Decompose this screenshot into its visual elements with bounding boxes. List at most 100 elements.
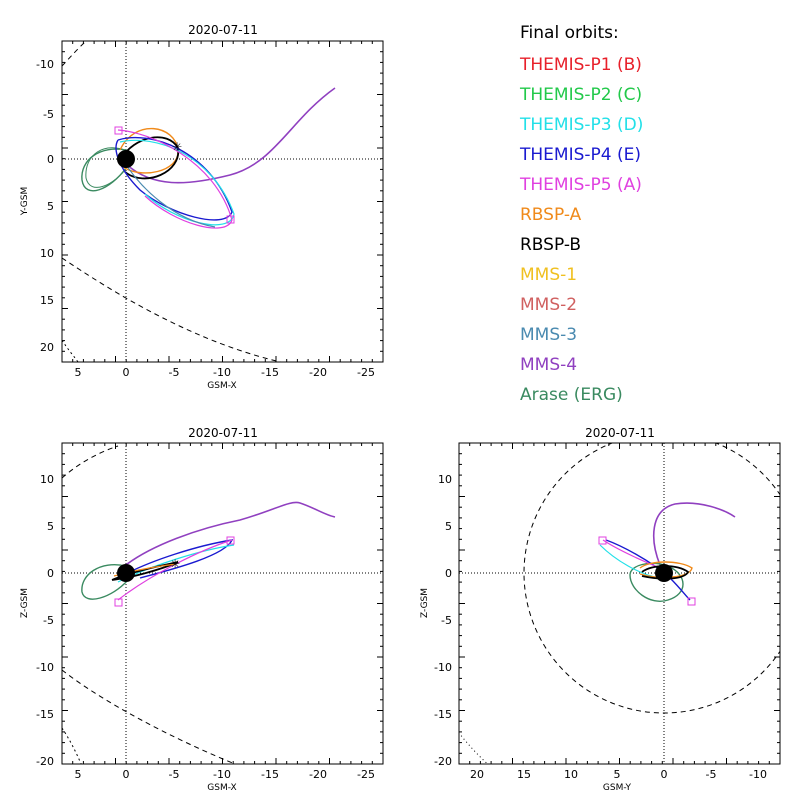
tick-x-label: 10 [564,768,578,781]
tick-x-label: 0 [123,366,130,379]
marker-themis-p5-square [598,536,607,545]
orbit-arase-2 [85,147,131,188]
legend-item: THEMIS-P4 (E) [519,145,641,165]
tick-x-label: -20 [309,768,327,781]
orbit-arase [629,562,684,602]
legend-item: THEMIS-P1 (B) [519,55,642,75]
legend-item: RBSP-A [520,205,582,225]
bow-shock-line [62,257,283,362]
legend-item: THEMIS-P2 (C) [519,85,642,105]
legend-item: MMS-2 [520,295,577,315]
x-axis-label: GSM-Y [603,783,632,793]
legend-item: Arase (ERG) [520,385,623,405]
tick-y-label: 20 [40,341,54,354]
panel-xz-title: 2020-07-11 [188,426,258,440]
orbit-mms4 [121,87,336,184]
panel-yz: 2020-07-11 20 15 10 5 0 -5 -10 10 5 0 [420,426,781,793]
tick-y-label: 5 [47,520,54,533]
x-axis-label: GSM-X [207,783,236,793]
marker-rbsp-star: ✳ [172,140,182,154]
tick-x-label: -20 [309,366,327,379]
orbit-mms4 [652,502,736,566]
tick-x-label: 15 [517,768,531,781]
tick-x-label: -5 [169,366,180,379]
orbit-mms4 [121,501,336,569]
tick-x-label: 5 [75,768,82,781]
legend-item: MMS-1 [520,265,577,285]
tick-y-label: 0 [47,567,54,580]
orbit-themis-p3 [119,139,235,226]
tick-y-label: -5 [43,614,54,627]
tick-x-label: -15 [261,366,279,379]
earth-icon [117,564,135,582]
tick-x-label: -10 [749,768,767,781]
marker-themis-p5-square-2 [687,597,696,606]
panel-xz-ticks [61,442,384,765]
tick-y-label: 0 [445,567,452,580]
legend-title: Final orbits: [520,23,619,43]
tick-y-label: -10 [36,661,54,674]
marker-themis-p5-square-2 [226,536,235,545]
tick-x-label: -5 [169,768,180,781]
tick-y-label: -15 [36,708,54,721]
tick-y-label: 5 [445,520,452,533]
magnetopause-line [62,41,88,67]
tick-x-label: -25 [357,768,375,781]
tick-x-label: -25 [357,366,375,379]
tick-y-label: 15 [40,294,54,307]
tick-x-label: 0 [661,768,668,781]
tick-x-label: 20 [470,768,484,781]
outer-boundary-line [62,727,82,764]
legend-item: THEMIS-P5 (A) [519,175,642,195]
outer-boundary-line [62,339,79,362]
orbit-arase [81,564,129,600]
tick-y-label: -20 [434,755,452,768]
orbit-themis-p4 [115,136,233,221]
tick-x-label: 0 [123,768,130,781]
x-axis-label: GSM-X [207,381,236,391]
marker-rbsp-star: ✳ [170,557,180,571]
tick-x-label: -10 [213,366,231,379]
marker-themis-p5-square-2 [226,215,235,224]
legend-item: MMS-3 [520,325,577,345]
plot-frame [61,40,384,363]
magnetopause-line [62,445,119,479]
tick-y-label: -10 [36,58,54,71]
tick-y-label: 10 [438,473,452,486]
y-axis-label: Z-GSM [420,588,430,618]
panel-yz-title: 2020-07-11 [585,426,655,440]
bow-shock-line [62,669,237,764]
tick-y-label: 10 [40,247,54,260]
earth-icon [655,564,673,582]
panel-xy-ticks [61,40,384,363]
panel-xy: 2020-07-11 ✳ [20,23,384,391]
panel-yz-ticks [458,442,781,765]
plot-frame [61,442,384,765]
tick-y-label: 5 [47,200,54,213]
tick-x-label: -5 [706,768,717,781]
y-axis-label: Z-GSM [20,588,30,618]
legend: Final orbits: THEMIS-P1 (B) THEMIS-P2 (C)… [519,23,643,405]
marker-themis-p5-square [114,598,123,607]
tick-y-label: -5 [43,108,54,121]
tick-x-label: -15 [261,768,279,781]
legend-item: THEMIS-P3 (D) [519,115,643,135]
tick-y-label: -15 [434,708,452,721]
panel-xz: 2020-07-11 ✳ 5 0 -5 -10 -15 -20 -25 [20,426,384,793]
tick-y-label: -20 [36,755,54,768]
tick-y-label: 10 [40,473,54,486]
legend-item: RBSP-B [520,235,581,255]
tick-y-label: 0 [47,153,54,166]
tick-x-label: -10 [213,768,231,781]
earth-icon [117,150,135,168]
tick-y-label: -10 [434,661,452,674]
plot-frame [458,442,781,765]
legend-item: MMS-4 [520,355,577,375]
tick-x-label: 5 [614,768,621,781]
tick-y-label: -5 [441,614,452,627]
y-axis-label: Y-GSM [20,187,30,216]
orbit-themis-p5 [117,129,233,229]
panel-xy-title: 2020-07-11 [188,23,258,37]
marker-themis-p5-square [114,126,123,135]
